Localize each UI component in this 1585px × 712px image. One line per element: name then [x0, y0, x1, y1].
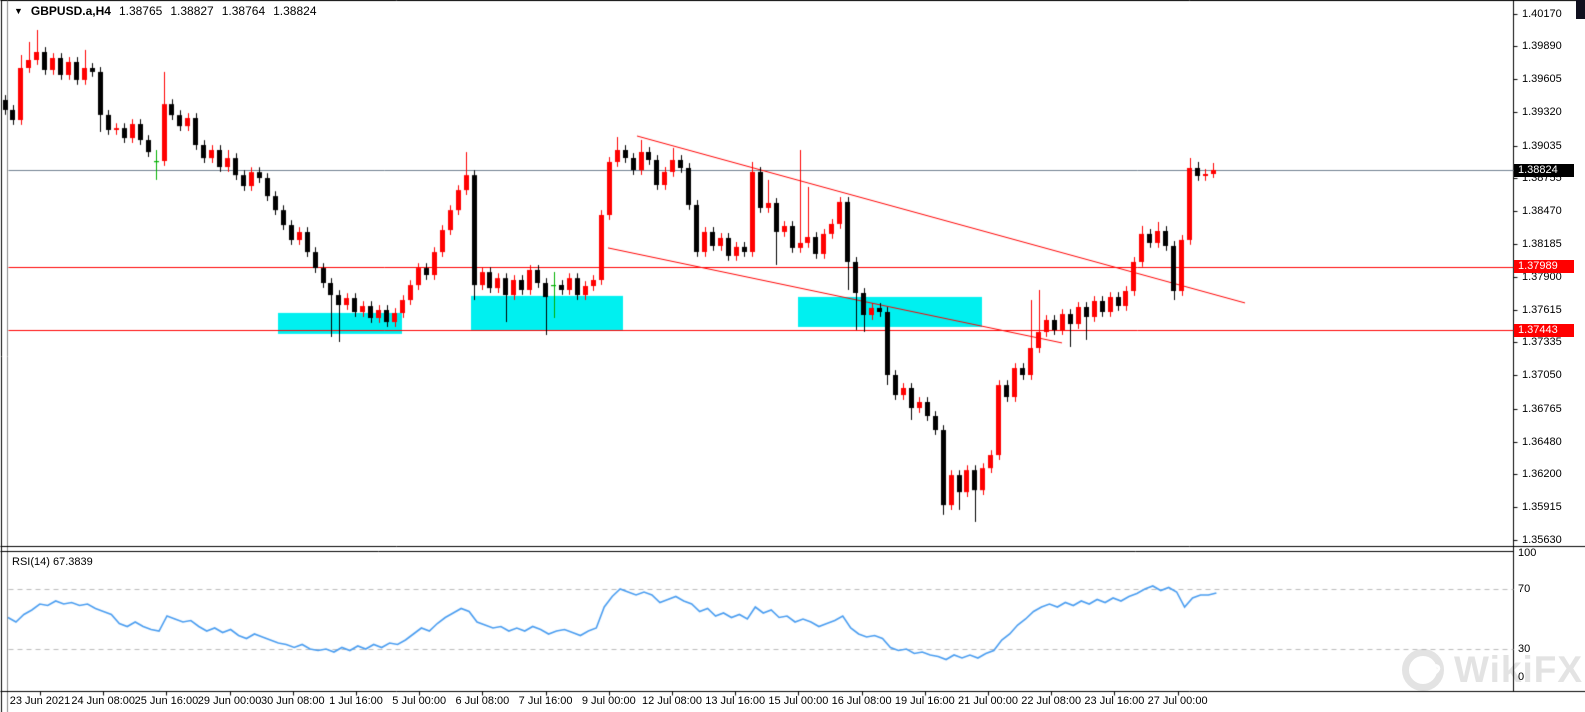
price-axis-label: 1.38470: [1522, 204, 1562, 217]
date-axis-label: 5 Jul 00:00: [392, 695, 447, 707]
chart-header: ▼ GBPUSD.a,H4 1.38765 1.38827 1.38764 1.…: [14, 4, 317, 18]
collapse-arrow-icon[interactable]: ▼: [14, 6, 23, 16]
date-axis-label: 9 Jul 00:00: [581, 695, 636, 707]
date-axis-label: 12 Jul 08:00: [642, 695, 702, 707]
date-axis-label: 23 Jul 16:00: [1084, 695, 1145, 707]
resistance-price-badge: 1.37989: [1514, 260, 1574, 273]
price-axis-label: 1.38185: [1522, 237, 1562, 250]
date-axis-label: 16 Jul 08:00: [831, 695, 892, 707]
rsi-axis-label: 0: [1518, 671, 1525, 683]
price-axis-label: 1.35630: [1522, 534, 1562, 546]
rsi-axis-label: 70: [1518, 583, 1531, 595]
date-axis-label: 27 Jul 00:00: [1147, 695, 1208, 707]
rsi-axis-label: 100: [1518, 547, 1537, 559]
price-axis-label: 1.36765: [1522, 402, 1562, 415]
price-axis-label: 1.37335: [1522, 336, 1562, 349]
ohlc-high-value: 1.38827: [170, 4, 214, 18]
price-axis-label: 1.37900: [1522, 271, 1562, 283]
symbol-period-label: GBPUSD.a,H4: [30, 4, 111, 18]
date-axis-label: 1 Jul 16:00: [329, 695, 383, 707]
price-axis-label: 1.39320: [1522, 106, 1562, 119]
date-axis-label: 25 Jun 16:00: [134, 695, 199, 707]
ohlc-low-value: 1.38764: [221, 4, 266, 18]
date-axis-label: 19 Jul 16:00: [894, 695, 955, 707]
date-axis-label: 29 Jun 00:00: [197, 695, 262, 707]
price-axis-label: 1.39890: [1522, 40, 1562, 53]
price-axis-label: 1.39035: [1522, 139, 1562, 152]
date-axis-label: 15 Jul 00:00: [768, 695, 829, 707]
date-axis-label: 22 Jul 08:00: [1021, 695, 1082, 707]
date-axis-label: 30 Jun 08:00: [260, 695, 325, 707]
date-axis-label: 7 Jul 16:00: [518, 695, 573, 707]
current-price-badge: 1.38824: [1514, 164, 1574, 177]
price-axis-label: 1.37615: [1522, 304, 1562, 317]
price-axis-label: 1.39605: [1522, 73, 1562, 86]
ohlc-close-value: 1.38824: [273, 4, 317, 18]
date-axis-label: 23 Jun 2021: [9, 695, 71, 707]
date-axis-label: 6 Jul 08:00: [455, 695, 510, 707]
price-axis-label: 1.35915: [1522, 500, 1562, 513]
ohlc-open-value: 1.38765: [118, 4, 163, 18]
date-axis-label: 24 Jun 08:00: [71, 695, 135, 707]
date-axis-label: 13 Jul 16:00: [705, 695, 766, 707]
rsi-axis-label: 30: [1518, 643, 1531, 655]
price-axis-label: 1.36480: [1522, 435, 1562, 448]
price-axis-label: 1.36200: [1522, 467, 1562, 480]
support-price-badge: 1.37443: [1514, 324, 1574, 337]
scrollbar-corner: [1576, 0, 1585, 19]
price-axis-label: 1.37050: [1522, 369, 1562, 382]
date-axis-label: 21 Jul 00:00: [958, 695, 1018, 707]
price-axis-label: 1.40170: [1522, 8, 1562, 20]
rsi-indicator-label: RSI(14) 67.3839: [12, 556, 93, 568]
